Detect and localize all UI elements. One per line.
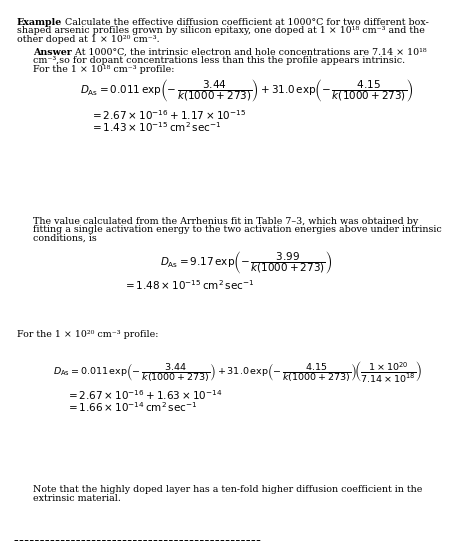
Text: $= 2.67 \times 10^{-16} + 1.17 \times 10^{-15}$: $= 2.67 \times 10^{-16} + 1.17 \times 10… — [90, 108, 246, 122]
Text: $D_{\mathrm{As}} = 0.011\,\exp\!\left(-\,\dfrac{3.44}{k(1000+273)}\right) + 31.0: $D_{\mathrm{As}} = 0.011\,\exp\!\left(-\… — [80, 78, 413, 104]
Text: extrinsic material.: extrinsic material. — [33, 494, 121, 503]
Text: $= 1.66 \times 10^{-14}\,\mathrm{cm}^2\,\mathrm{sec}^{-1}$: $= 1.66 \times 10^{-14}\,\mathrm{cm}^2\,… — [66, 400, 198, 415]
Text: Answer: Answer — [33, 48, 72, 56]
Text: Note that the highly doped layer has a ten-fold higher diffusion coefficient in : Note that the highly doped layer has a t… — [33, 485, 422, 494]
Text: conditions, is: conditions, is — [33, 234, 97, 243]
Text: $D_{\mathrm{As}} = 0.011\,\exp\!\left(-\,\dfrac{3.44}{k(1000+273)}\right) + 31.0: $D_{\mathrm{As}} = 0.011\,\exp\!\left(-\… — [53, 359, 421, 385]
Text: Example: Example — [17, 18, 62, 26]
Text: For the 1 × 10¹⁸ cm⁻³ profile:: For the 1 × 10¹⁸ cm⁻³ profile: — [33, 65, 175, 74]
Text: $= 1.48 \times 10^{-15}\,\mathrm{cm}^2\,\mathrm{sec}^{-1}$: $= 1.48 \times 10^{-15}\,\mathrm{cm}^2\,… — [123, 278, 255, 293]
Text: cm⁻³,so for dopant concentrations less than this the profile appears intrinsic.: cm⁻³,so for dopant concentrations less t… — [33, 56, 405, 65]
Text: The value calculated from the Arrhenius fit in Table 7–3, which was obtained by: The value calculated from the Arrhenius … — [33, 217, 419, 225]
Text: other doped at 1 × 10²⁰ cm⁻³.: other doped at 1 × 10²⁰ cm⁻³. — [17, 35, 159, 44]
Text: For the 1 × 10²⁰ cm⁻³ profile:: For the 1 × 10²⁰ cm⁻³ profile: — [17, 330, 158, 339]
Text: $= 2.67 \times 10^{-16} + 1.63 \times 10^{-14}$: $= 2.67 \times 10^{-16} + 1.63 \times 10… — [66, 388, 223, 403]
Text: At 1000°C, the intrinsic electron and hole concentrations are 7.14 × 10¹⁸: At 1000°C, the intrinsic electron and ho… — [72, 48, 427, 56]
Text: shaped arsenic profiles grown by silicon epitaxy, one doped at 1 × 10¹⁸ cm⁻³ and: shaped arsenic profiles grown by silicon… — [17, 26, 424, 35]
Text: fitting a single activation energy to the two activation energies above under in: fitting a single activation energy to th… — [33, 225, 442, 234]
Text: Calculate the effective diffusion coefficient at 1000°C for two different box-: Calculate the effective diffusion coeffi… — [62, 18, 428, 26]
Text: $= 1.43 \times 10^{-15}\,\mathrm{cm}^2\,\mathrm{sec}^{-1}$: $= 1.43 \times 10^{-15}\,\mathrm{cm}^2\,… — [90, 120, 221, 134]
Text: $D_{\mathrm{As}} = 9.17\,\exp\!\left(-\,\dfrac{3.99}{k(1000+273)}\right)$: $D_{\mathrm{As}} = 9.17\,\exp\!\left(-\,… — [161, 249, 332, 276]
